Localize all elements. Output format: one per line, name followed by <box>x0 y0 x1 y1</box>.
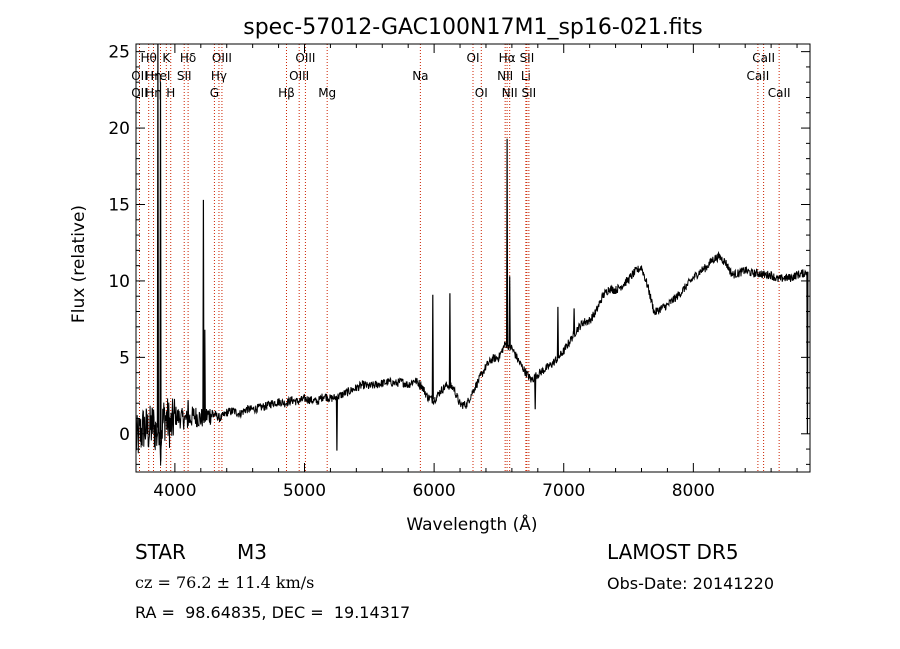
emission-spike <box>156 43 159 428</box>
x-axis-label: Wavelength (Å) <box>406 513 537 535</box>
line-marker-label: OI <box>475 86 488 100</box>
line-marker-label: SII <box>522 86 537 100</box>
line-marker-label: Hδ <box>180 51 196 65</box>
emission-spike <box>448 293 451 387</box>
emission-spike <box>203 329 206 417</box>
x-tick-label: 6000 <box>412 481 455 501</box>
y-tick-label: 5 <box>119 348 130 368</box>
object-subclass: M3 <box>237 540 267 564</box>
chart-title: spec-57012-GAC100N17M1_sp16-021.fits <box>243 15 703 40</box>
line-marker-label: SII <box>177 69 192 83</box>
line-marker-label: Li <box>521 69 531 83</box>
x-tick-label: 7000 <box>542 481 585 501</box>
survey-name: LAMOST DR5 <box>607 540 739 564</box>
line-marker-label: SII <box>520 51 535 65</box>
spectrum-line <box>135 250 808 466</box>
y-tick-label: 15 <box>108 196 130 216</box>
observation-date: Obs-Date: 20141220 <box>607 574 775 593</box>
emission-spike <box>202 199 205 418</box>
line-marker-label: H <box>166 86 175 100</box>
x-tick-label: 5000 <box>283 481 326 501</box>
object-class: STAR <box>135 540 186 564</box>
x-tick-label: 8000 <box>672 481 715 501</box>
line-marker-label: OII <box>131 69 148 83</box>
y-tick-label: 10 <box>108 272 130 292</box>
x-tick-label: 4000 <box>153 481 196 501</box>
emission-spike <box>573 308 576 335</box>
y-tick-label: 20 <box>108 119 130 139</box>
absorption-dip <box>534 376 537 410</box>
line-marker-label: NII <box>497 69 513 83</box>
line-marker-label: HeI <box>151 69 171 83</box>
y-axis-label: Flux (relative) <box>69 205 89 323</box>
line-marker-label: NII <box>502 86 518 100</box>
line-marker-label: OIII <box>212 51 232 65</box>
line-marker-label: G <box>210 86 219 100</box>
emission-spike <box>431 294 434 400</box>
line-marker-label: CaII <box>768 86 791 100</box>
line-marker-label: CaII <box>752 51 775 65</box>
emission-spike <box>159 82 162 440</box>
line-marker-label: K <box>162 51 171 65</box>
line-marker-label: OIII <box>289 69 309 83</box>
line-marker-label: OI <box>467 51 480 65</box>
line-marker-label: Hγ <box>211 69 227 83</box>
emission-spike <box>508 276 511 347</box>
emission-spike <box>556 306 559 359</box>
absorption-dip <box>159 441 162 462</box>
emission-spike <box>418 383 421 390</box>
line-marker-label: Mg <box>318 86 336 100</box>
absorption-dip <box>335 397 338 451</box>
line-marker-label: Hα <box>499 51 516 65</box>
line-marker-label: OIII <box>295 51 315 65</box>
line-marker-label: Hη <box>145 86 162 100</box>
coordinates: RA = 98.64835, DEC = 19.14317 <box>135 603 411 622</box>
emission-spike <box>187 400 190 420</box>
line-marker-label: Hθ <box>141 51 157 65</box>
line-marker-label: Hβ <box>278 86 295 100</box>
y-tick-label: 0 <box>119 425 130 445</box>
plot-frame <box>135 43 811 473</box>
redshift-velocity: cz = 76.2 ± 11.4 km/s <box>135 573 315 592</box>
line-marker-label: OII <box>131 86 148 100</box>
line-marker-label: CaII <box>746 69 769 83</box>
line-marker-label: Na <box>412 69 428 83</box>
y-tick-label: 25 <box>108 43 130 63</box>
emission-spike <box>506 138 509 345</box>
